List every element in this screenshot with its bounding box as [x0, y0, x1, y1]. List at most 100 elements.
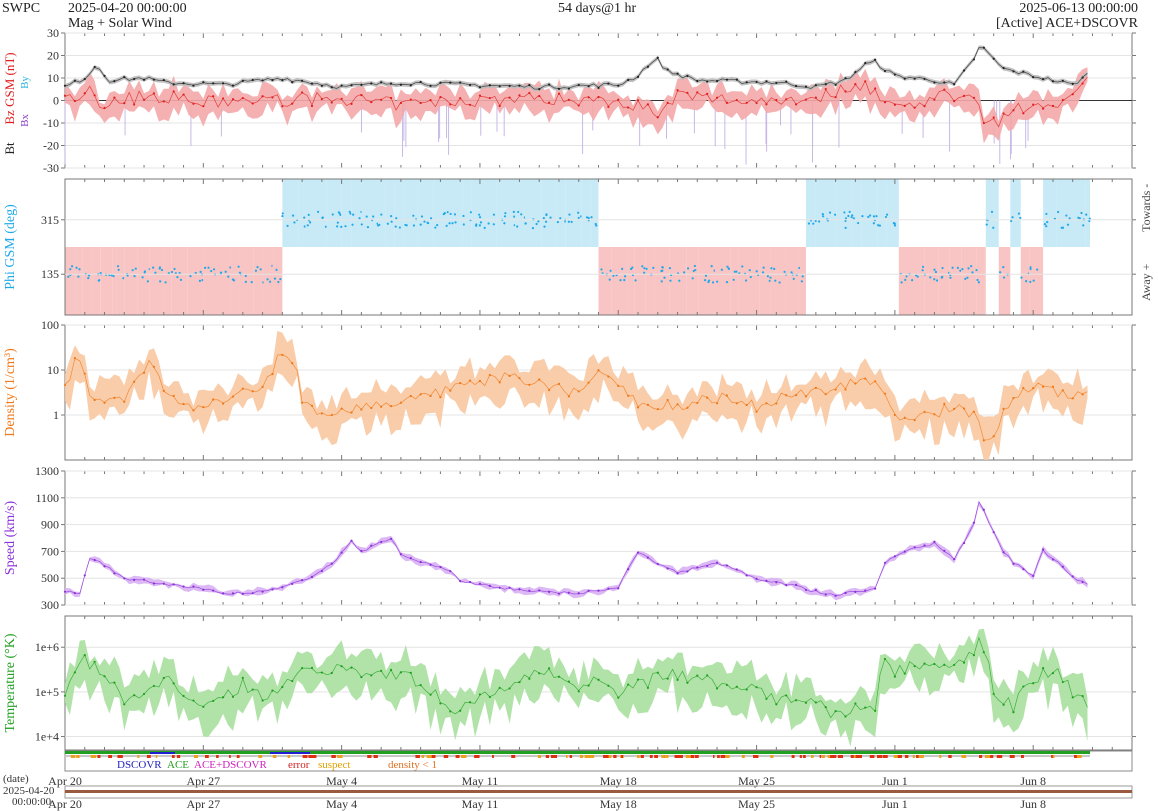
mag-tick-label: 10 [47, 71, 59, 85]
temp-point [1002, 703, 1005, 706]
phi-towards-fill [282, 179, 299, 247]
temp-point [893, 675, 896, 678]
temp-point [785, 694, 788, 697]
phi-towards-fill [507, 179, 516, 247]
phi-point [483, 226, 486, 229]
phi-point [87, 274, 91, 277]
bz-point [419, 101, 422, 105]
density-tick-label: 1 [53, 408, 59, 422]
density-point [706, 396, 709, 399]
phi-point [843, 211, 846, 214]
phi-point [372, 215, 375, 218]
temp-point [271, 689, 274, 692]
status-flag [193, 755, 198, 758]
phi-point [959, 269, 962, 272]
density-point [824, 393, 827, 396]
phi-point [643, 271, 646, 274]
bt-point [231, 84, 235, 87]
temp-point [172, 682, 175, 685]
speed-point [231, 592, 235, 595]
phi-point [774, 279, 777, 282]
temp-point [212, 699, 215, 703]
speed-point [261, 590, 264, 593]
status-flag [1076, 755, 1082, 758]
phi-away-fill [634, 247, 646, 315]
status-flag [367, 755, 372, 758]
bt-point [646, 65, 649, 68]
status-flag [987, 755, 994, 758]
density-point [567, 395, 570, 398]
bz-point [982, 121, 985, 125]
status-flag [1074, 755, 1078, 758]
bz-point [745, 101, 748, 104]
phi-towards-fill [515, 179, 525, 247]
mag-tick-label: 0 [53, 94, 59, 108]
density-point [666, 398, 669, 402]
phi-point [77, 275, 80, 278]
bz-point [231, 98, 235, 101]
temp-point [429, 693, 432, 696]
phi-point [412, 214, 415, 217]
speed-point [192, 585, 195, 588]
status-flag [460, 755, 467, 758]
density-point [360, 408, 363, 411]
phi-away-fill [748, 247, 760, 315]
status-flag [303, 755, 308, 758]
temp-point [804, 701, 808, 704]
phi-away-fill [785, 247, 800, 315]
phi-point [1010, 219, 1013, 223]
status-flag [258, 755, 263, 758]
status-flag [621, 755, 624, 758]
bz-point [636, 99, 640, 102]
speed-point [933, 540, 936, 543]
temp-point [291, 679, 294, 683]
phi-point [844, 219, 847, 222]
bt-point [548, 83, 551, 86]
speed-point [913, 546, 916, 549]
overview-tick-label: May 4 [326, 797, 357, 811]
phi-point [856, 221, 860, 225]
bt-point [785, 80, 788, 83]
phi-towards-fill [541, 179, 557, 247]
phi-point [683, 271, 686, 274]
temp-point [1081, 695, 1084, 698]
bz-point [883, 101, 887, 104]
status-flag [1013, 755, 1015, 758]
speed-point [824, 593, 827, 596]
speed-point [439, 565, 442, 569]
phi-point [878, 224, 881, 227]
phi-point [194, 271, 197, 275]
phi-point [741, 265, 744, 268]
phi-away-fill [611, 247, 628, 315]
status-flag [70, 755, 76, 758]
speed-point [636, 551, 640, 554]
speed-point [617, 587, 620, 590]
bt-point [982, 46, 985, 49]
temp-point [192, 699, 195, 702]
phi-point [70, 265, 74, 268]
density-point [1081, 393, 1084, 396]
phi-point [587, 216, 590, 220]
speed-point [607, 587, 610, 590]
overview-range-bar [65, 790, 1132, 793]
bz-point [528, 91, 531, 95]
phi-point [170, 270, 174, 274]
phi-point [201, 279, 204, 282]
phi-point [1029, 267, 1032, 271]
temp-point [923, 662, 926, 665]
phi-point [365, 215, 368, 218]
temp-point [113, 681, 116, 684]
speed-point [834, 594, 837, 597]
bt-point [212, 82, 215, 85]
bz-point [933, 98, 936, 101]
phi-point [321, 216, 324, 219]
bt-point [419, 80, 422, 84]
speed-point [73, 591, 76, 595]
phi-point [160, 268, 164, 272]
phi-point [711, 281, 715, 284]
phi-point [213, 268, 216, 271]
phi-point [520, 213, 523, 216]
phi-away-fill [149, 247, 165, 315]
density-point [202, 406, 205, 409]
phi-point [783, 270, 786, 273]
